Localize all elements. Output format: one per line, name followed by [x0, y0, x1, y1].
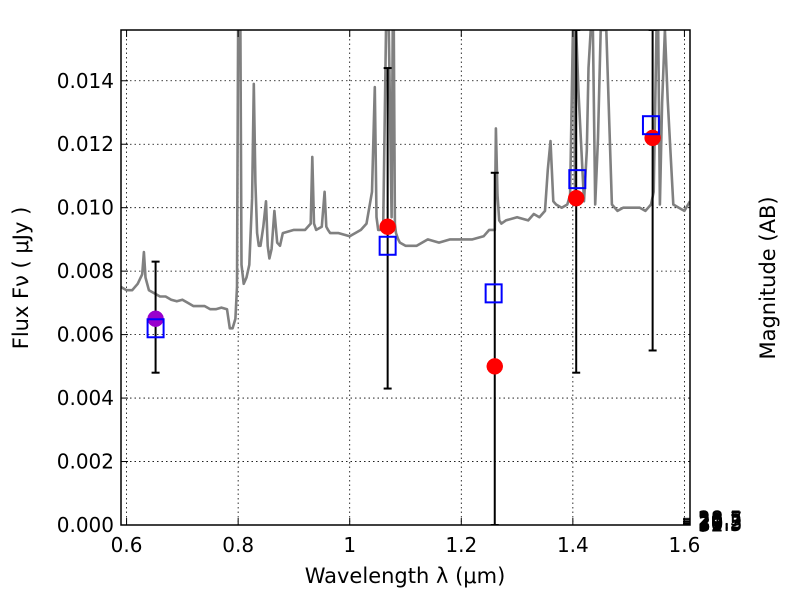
y2-tick-label: 28.5: [698, 506, 743, 530]
plot-frame: [120, 29, 691, 526]
spectrum-line: [121, 30, 690, 330]
model-band-square: [146, 318, 165, 339]
x-tick-label: 0.8: [222, 533, 254, 557]
model-band-square: [641, 115, 660, 136]
x-tick-label: 1: [343, 533, 356, 557]
x-tick-label: 1.4: [557, 533, 589, 557]
model-band-square: [568, 169, 587, 190]
y-tick-label: 0.002: [57, 450, 114, 474]
y2-tick-label: 30: [698, 511, 723, 535]
axis-ticks: 0.6 0.8 1 1.2 1.4 1.6 0.000 0.002 0.004 0.006 0.00…: [57, 30, 743, 557]
x-axis-label: Wavelength λ (μm): [305, 564, 506, 588]
model-band-markers: [146, 115, 660, 339]
grid: [121, 30, 690, 525]
x-tick-label: 1.6: [669, 533, 701, 557]
observed-point: [379, 218, 396, 235]
observed-points: [147, 129, 661, 375]
y-tick-label: 0.012: [57, 132, 114, 156]
model-spectrum: [121, 30, 690, 330]
y2-tick-label: 29.5: [698, 510, 743, 534]
y-tick-label: 0.014: [57, 69, 114, 93]
model-band-square: [484, 283, 503, 304]
y2-tick-label: 28.7: [698, 507, 743, 531]
y2-axis-label: Magnitude (AB): [756, 196, 780, 359]
y-tick-label: 0.010: [57, 196, 114, 220]
y2-tick-label: 29: [698, 509, 723, 533]
observed-point: [486, 358, 504, 375]
model-band-square: [378, 235, 397, 256]
y-tick-label: 0.006: [57, 323, 114, 347]
observed-point: [567, 189, 585, 207]
x-tick-label: 1.2: [445, 533, 477, 557]
y2-tick-label: 31: [698, 512, 723, 536]
x-tick-label: 0.6: [111, 533, 143, 557]
y2-tick-label: 29.2: [698, 510, 743, 534]
error-bars: [151, 30, 657, 525]
y2-tick-label: 30.5: [698, 512, 743, 536]
y-tick-label: 0.004: [57, 386, 114, 410]
y-tick-label: 0.000: [57, 513, 114, 537]
y-tick-label: 0.008: [57, 259, 114, 283]
y-axis-label: Flux Fν ( μJy ): [9, 207, 33, 350]
y2-tick-label: 32: [698, 513, 723, 537]
